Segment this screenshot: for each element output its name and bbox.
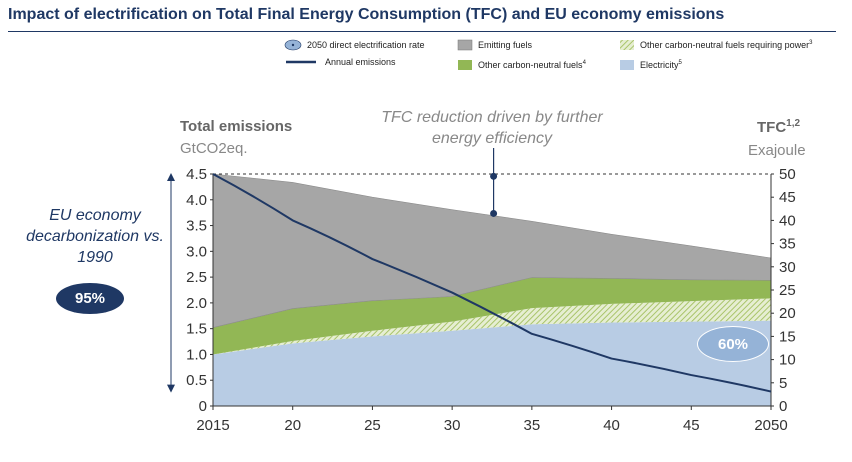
right-tick-label: 15	[779, 328, 796, 345]
emissions-series	[212, 173, 772, 393]
right-axis-title-sup: 1,2	[786, 118, 801, 129]
legend-label-other-cn-text: Other carbon-neutral fuels	[478, 60, 583, 70]
left-axis-unit: GtCO2eq.	[180, 140, 248, 157]
left-axis-title: Total emissions	[180, 118, 293, 135]
left-tick-label: 3.0	[186, 243, 207, 260]
right-tick-label: 25	[779, 282, 796, 299]
x-tick-label: 30	[444, 417, 461, 434]
legend-label-other-cn: Other carbon-neutral fuels4	[478, 60, 586, 70]
left-tick-label: 3.5	[186, 218, 207, 235]
right-tick-label: 5	[779, 375, 787, 392]
chart-title: Impact of electrification on Total Final…	[8, 6, 725, 23]
legend-marker-dot	[291, 43, 295, 47]
decarbonization-label: EU economy decarbonization vs. 1990	[26, 207, 164, 266]
legend-label-other-cn-sup: 4	[582, 60, 586, 66]
right-tick-label: 10	[779, 352, 796, 369]
tfc-reduction-marker	[490, 148, 498, 217]
x-tick-label: 45	[683, 417, 700, 434]
x-tick-label: 20	[284, 417, 301, 434]
electrification-rate-badge: 60%	[697, 326, 769, 362]
x-tick-label: 25	[364, 417, 381, 434]
decarbonization-arrow-head-top	[167, 173, 175, 181]
decarbonization-arrow-head-bottom	[167, 384, 175, 393]
legend-label-other-cn-power: Other carbon-neutral fuels requiring pow…	[640, 40, 812, 50]
legend-markers	[284, 39, 634, 70]
legend-label-direct-rate: 2050 direct electrification rate	[307, 40, 425, 50]
decarbonization-badge: 95%	[56, 283, 124, 314]
right-tick-label: 45	[779, 189, 796, 206]
area-other-cn	[213, 277, 771, 355]
legend-label-emissions: Annual emissions	[325, 57, 396, 67]
legend-label-electricity-sup: 5	[678, 60, 682, 66]
legend-label-electricity: Electricity5	[640, 60, 682, 70]
x-tick-label: 2050	[754, 417, 787, 434]
legend-swatch-emitting	[457, 39, 473, 51]
right-tick-label: 30	[779, 259, 796, 276]
tfc-reduction-marker-top-dot	[490, 172, 498, 180]
right-tick-label: 50	[779, 166, 796, 183]
legend-swatch-other-cn	[458, 60, 472, 70]
right-tick-label: 40	[779, 212, 796, 229]
legend-swatch-electricity	[620, 60, 634, 70]
chart-axes: 2015 20 25 30 35 40 45 205000.51.01.52.02.53.03…	[167, 166, 796, 434]
left-tick-label: 1.0	[186, 346, 207, 363]
right-tick-label: 35	[779, 236, 796, 253]
x-tick-label: 40	[603, 417, 620, 434]
legend-swatch-other-cn-power	[620, 40, 634, 50]
left-tick-label: 0	[199, 398, 207, 415]
x-tick-label: 2015	[196, 417, 229, 434]
right-axis-title: TFC1,2	[757, 118, 800, 136]
area-electricity	[213, 320, 771, 406]
x-tick-label: 35	[524, 417, 541, 434]
tfc-reduction-marker-bottom-dot	[490, 209, 498, 217]
tfc-reduction-annotation: TFC reduction driven by further energy e…	[381, 109, 603, 147]
emissions-line	[212, 173, 772, 393]
legend-label-other-cn-power-sup: 3	[809, 40, 813, 46]
right-tick-label: 0	[779, 398, 787, 415]
left-tick-label: 2.5	[186, 269, 207, 286]
legend-label-electricity-text: Electricity	[640, 60, 679, 70]
title-rule	[8, 31, 836, 32]
right-tick-label: 20	[779, 305, 796, 322]
legend-label-other-cn-power-text: Other carbon-neutral fuels requiring pow…	[640, 40, 810, 50]
right-axis-unit: Exajoule	[748, 142, 806, 159]
left-tick-label: 1.5	[186, 321, 207, 338]
right-axis-title-text: TFC	[757, 119, 787, 136]
left-tick-label: 0.5	[186, 372, 207, 389]
left-tick-label: 4.5	[186, 166, 207, 183]
area-other-cn-power	[213, 298, 771, 355]
left-tick-label: 2.0	[186, 295, 207, 312]
tfc-stacked-areas	[212, 173, 772, 406]
legend-label-emitting: Emitting fuels	[478, 40, 533, 50]
left-tick-label: 4.0	[186, 192, 207, 209]
